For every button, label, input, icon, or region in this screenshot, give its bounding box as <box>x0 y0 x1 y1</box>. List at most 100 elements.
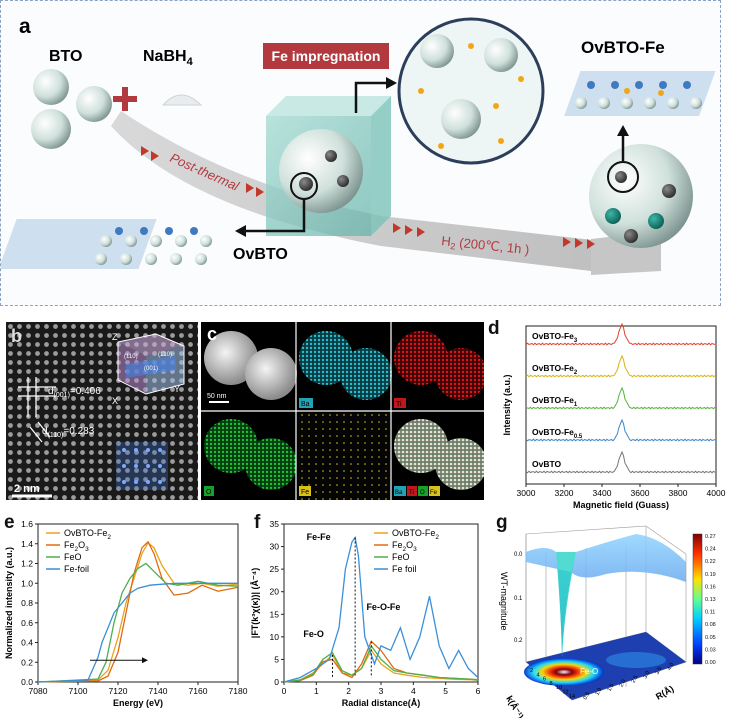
k-tick: 2 <box>530 668 533 674</box>
r-tick: 4.0 <box>667 662 676 672</box>
colorbar-tick: 0.16 <box>705 584 716 590</box>
impregnation-inset <box>397 17 545 165</box>
ztick-2: 0.2 <box>514 638 523 644</box>
x-axis-label: Radial distance(Å) <box>342 698 421 708</box>
series-line <box>525 386 716 410</box>
panel-b-hrtem: b d(001)=0.406 d(110)=0.283 2 nm Z X Y (… <box>6 322 198 500</box>
r-tick: 3.5 <box>655 666 664 676</box>
ztick-0: 0.0 <box>514 552 523 558</box>
exafs-chart-svg: 0 1 2 3 4 5 6 0 5 10 15 20 25 30 35 Radial distance(Å) |… <box>250 519 481 708</box>
panel-g-label: g <box>496 512 508 533</box>
x-tick-label: 7120 <box>109 686 128 696</box>
y-tick-label: 1.2 <box>21 559 33 569</box>
axis-z: Z <box>112 332 118 342</box>
d001-value: =0.406 <box>70 386 101 397</box>
plus-icon <box>113 87 137 111</box>
y-tick-label: 25 <box>270 564 280 574</box>
legend-entry: OvBTO-Fe2 <box>392 528 439 541</box>
ovbto-fe-lattice <box>564 71 716 116</box>
y-tick-label: 35 <box>270 519 280 529</box>
legend-entry: Fe2O3 <box>64 540 89 553</box>
panel-a-schematic: a BTO NaBH4 Fe impregnation OvBTO-Fe Pos… <box>0 0 721 306</box>
ovbto-lattice <box>0 219 212 269</box>
svg-text:Ti: Ti <box>409 490 414 496</box>
axis-y: Y <box>174 384 180 394</box>
x-tick-label: 0 <box>282 686 287 696</box>
r-tick: 2.5 <box>631 675 640 685</box>
r-tick: 1.0 <box>595 687 604 697</box>
overlay-map <box>394 419 487 490</box>
legend-entry: OvBTO-Fe2 <box>64 528 111 541</box>
nabh4-subscript: 4 <box>187 56 194 68</box>
k-axis-label: k(Å⁻¹) <box>504 694 525 718</box>
d001-sub: (001) <box>54 392 70 399</box>
wt-magnitude-label: WT-magnitude <box>499 572 509 631</box>
wavelet-surface: 0.270.240.220.190.160.130.110.080.050.03… <box>499 525 716 721</box>
panel-c-eds-maps: c 50 nm Ba Ti O Fe Ba Ti O Fe <box>201 322 487 500</box>
panel-g-wavelet-plot: g 0.27 0.24 0.22 0.19 0.16 0.13 0.11 0 <box>486 512 733 721</box>
fe-impregnation-text: Fe impregnation <box>272 48 381 64</box>
colorbar-tick: 0.13 <box>705 597 716 603</box>
colorbar-tick: 0.24 <box>705 547 716 553</box>
colorbar <box>692 533 703 665</box>
series-line <box>525 418 716 442</box>
ovbto-fe-label: OvBTO-Fe <box>581 38 665 57</box>
colorbar-tick: 0.27 <box>705 534 716 540</box>
svg-text:O: O <box>420 490 425 496</box>
svg-text:Fe: Fe <box>430 490 438 496</box>
k-tick: 6 <box>543 677 546 683</box>
y-tick-label: 15 <box>270 609 280 619</box>
panel-d-epr-chart: d 3000 3200 3400 3600 3800 4000 Magnetic field… <box>488 316 728 510</box>
panel-c-label: c <box>207 324 217 344</box>
x-tick-label: 4000 <box>707 488 726 498</box>
r-tick: 1.5 <box>607 683 616 693</box>
ti-tag: Ti <box>396 401 402 408</box>
epr-chart-svg: 3000 3200 3400 3600 3800 4000 Magnetic field (… <box>502 322 726 510</box>
chevron-arrows <box>141 146 595 249</box>
y-axis-label: |FT(k³χ(κ))| (Å⁻⁴) <box>250 568 260 638</box>
series-line <box>525 322 716 346</box>
series-line <box>37 540 239 683</box>
annotation-fe-o-fe: Fe-O-Fe <box>366 602 400 612</box>
ovbto-fe-nanosphere <box>589 144 693 248</box>
r-tick: 0.5 <box>583 691 592 701</box>
d001-label: d <box>48 386 54 397</box>
plane-110: (110) <box>124 354 138 360</box>
o-tag: O <box>206 489 212 496</box>
r-tick: 2.0 <box>619 679 628 689</box>
y-tick-label: 30 <box>270 542 280 552</box>
panel-f-exafs-chart: f 0 1 2 3 4 5 6 0 5 10 15 20 25 30 35 Radial distance(Å… <box>246 512 490 718</box>
x-tick-label: 3000 <box>517 488 536 498</box>
colorbar-tick: 0.05 <box>705 635 716 641</box>
k-tick: 14 <box>569 694 575 700</box>
x-tick-label: 7080 <box>29 686 48 696</box>
x-tick-label: 3800 <box>669 488 688 498</box>
x-tick-label: 3200 <box>555 488 574 498</box>
series-line <box>525 354 716 378</box>
axis-x: X <box>112 396 118 406</box>
x-axis-label: Magnetic field (Guass) <box>573 500 669 510</box>
o-map <box>204 419 297 490</box>
legend-entry: Fe2O3 <box>392 540 417 553</box>
legend-entry: Fe-foil <box>64 564 89 574</box>
colorbar-tick: 0.00 <box>705 660 716 666</box>
x-tick-label: 3 <box>379 686 384 696</box>
scale-label: 50 nm <box>207 393 227 400</box>
plane-1bar10: (1̄10) <box>158 352 172 358</box>
hrtem-lattice-image: b d(001)=0.406 d(110)=0.283 2 nm Z X Y (… <box>6 322 198 500</box>
series-line <box>283 535 479 683</box>
fe-map <box>298 413 390 500</box>
panel-e-xanes-chart: e 7080 7100 7120 7140 7160 7180 0.0 0.2 0.4 0.6 0.… <box>0 512 250 718</box>
plane-001: (001) <box>144 366 158 372</box>
fe-impregnation-banner <box>263 43 389 69</box>
series-line <box>525 450 716 474</box>
svg-text:Ba: Ba <box>395 490 403 496</box>
eds-map-grid: c 50 nm Ba Ti O Fe Ba Ti O Fe <box>201 322 487 500</box>
svg-text:d(001)=0.406: d(001)=0.406 <box>48 386 101 399</box>
fe-o-peak-label: Fe-O <box>580 667 598 676</box>
x-tick-label: 7100 <box>69 686 88 696</box>
x-tick-label: 5 <box>443 686 448 696</box>
process-band <box>111 111 641 271</box>
overlay-legend: Ba Ti O Fe <box>394 486 440 496</box>
x-tick-label: 2 <box>346 686 351 696</box>
